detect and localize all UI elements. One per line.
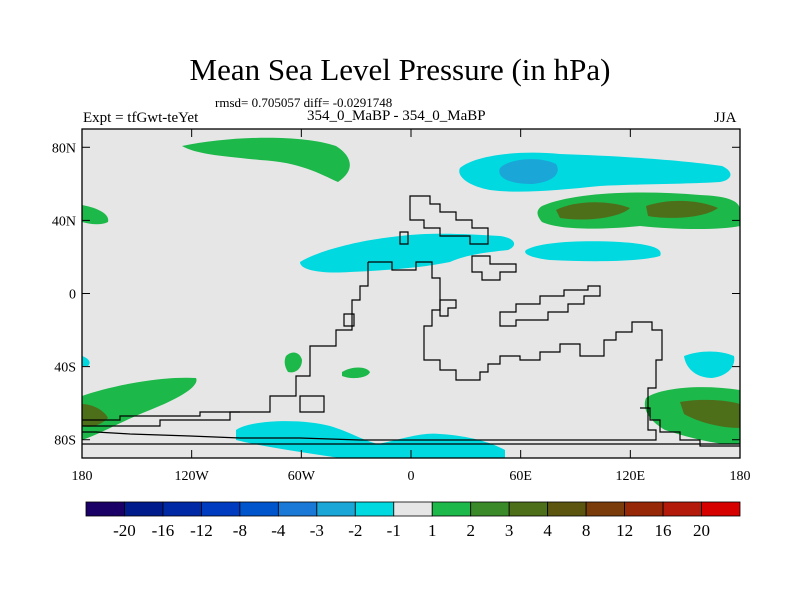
anomaly-region-cyan bbox=[684, 351, 735, 378]
colorbar-label: -12 bbox=[190, 521, 213, 540]
anomaly-core-blue bbox=[499, 159, 558, 184]
colorbar-swatch bbox=[624, 501, 664, 517]
colorbar-label: 4 bbox=[543, 521, 552, 540]
anomaly-core-dark-green bbox=[556, 202, 630, 220]
map-title: Mean Sea Level Pressure (in hPa) bbox=[189, 52, 611, 87]
colorbar-swatch bbox=[470, 501, 510, 517]
coastline bbox=[82, 262, 369, 427]
colorbar-swatch bbox=[701, 501, 741, 517]
colorbar-label: 1 bbox=[428, 521, 437, 540]
season-label: JJA bbox=[714, 110, 737, 126]
coastline bbox=[439, 299, 457, 317]
lat-tick-label: 80S bbox=[54, 434, 76, 449]
coastline bbox=[499, 285, 601, 327]
comparison-label: 354_0_MaBP - 354_0_MaBP bbox=[307, 108, 486, 124]
lon-tick-label: 120W bbox=[175, 469, 210, 484]
lon-tick-label: 60E bbox=[509, 469, 532, 484]
latitude-axis: 80N 40N 0 40S 80S bbox=[52, 141, 740, 449]
lon-tick-label: 120E bbox=[616, 469, 646, 484]
colorbar-label: -2 bbox=[348, 521, 362, 540]
lat-tick-label: 40N bbox=[52, 214, 76, 229]
anomaly-core-dark-green bbox=[680, 399, 740, 428]
colorbar-label: 3 bbox=[505, 521, 514, 540]
colorbar-label: 2 bbox=[466, 521, 475, 540]
experiment-label: Expt = tfGwt-teYet bbox=[83, 110, 199, 126]
colorbar-label: -4 bbox=[271, 521, 286, 540]
coastline bbox=[409, 195, 489, 245]
colorbar-swatch bbox=[354, 501, 395, 517]
colorbar-swatch bbox=[393, 501, 433, 517]
lat-tick-label: 80N bbox=[52, 141, 76, 156]
colorbar: -20 -16 -12 -8 -4 -3 -2 -1 1 2 3 4 8 12 16 20 bbox=[85, 501, 741, 540]
anomaly-region-green bbox=[82, 377, 197, 440]
lon-tick-label: 60W bbox=[288, 469, 316, 484]
anomaly-region-green bbox=[82, 205, 109, 225]
stats-text: rmsd= 0.705057 diff= -0.0291748 bbox=[215, 95, 393, 110]
colorbar-label: 12 bbox=[616, 521, 633, 540]
anomaly-region-cyan bbox=[82, 356, 90, 366]
colorbar-label: 8 bbox=[582, 521, 591, 540]
anomaly-core-dark-green bbox=[82, 404, 108, 427]
coastline bbox=[299, 395, 325, 413]
colorbar-label: -8 bbox=[233, 521, 247, 540]
lon-tick-label: 0 bbox=[408, 469, 415, 484]
coastline bbox=[640, 407, 740, 447]
coastline bbox=[343, 313, 355, 327]
pressure-anomaly-field bbox=[82, 137, 740, 458]
colorbar-swatch bbox=[585, 501, 625, 517]
coastline bbox=[82, 411, 240, 421]
colorbar-label: 16 bbox=[655, 521, 672, 540]
colorbar-swatch bbox=[431, 501, 472, 517]
coastline bbox=[471, 255, 517, 281]
colorbar-swatch bbox=[277, 501, 318, 517]
lon-tick-label: 180 bbox=[72, 469, 93, 484]
anomaly-region-green bbox=[182, 137, 350, 182]
colorbar-label: -20 bbox=[113, 521, 136, 540]
anomaly-region-green bbox=[284, 352, 302, 373]
colorbar-swatch bbox=[662, 501, 702, 517]
continent-outlines bbox=[82, 195, 740, 447]
colorbar-label: -3 bbox=[310, 521, 324, 540]
lat-tick-label: 0 bbox=[69, 288, 76, 303]
anomaly-core-dark-green bbox=[646, 200, 718, 218]
colorbar-swatch bbox=[201, 501, 241, 517]
lon-tick-label: 180 bbox=[730, 469, 751, 484]
colorbar-swatch bbox=[124, 501, 164, 517]
anomaly-region-cyan bbox=[300, 233, 515, 273]
anomaly-region-cyan bbox=[236, 421, 505, 458]
colorbar-label: 20 bbox=[693, 521, 710, 540]
colorbar-swatch bbox=[316, 501, 356, 517]
colorbar-swatch bbox=[508, 501, 549, 517]
coastline bbox=[82, 261, 663, 441]
longitude-axis: 180 120W 60W 0 60E 120E 180 bbox=[72, 129, 751, 484]
lat-tick-label: 40S bbox=[54, 361, 76, 376]
coastline bbox=[399, 231, 409, 245]
colorbar-swatch bbox=[547, 501, 587, 517]
colorbar-label: -16 bbox=[152, 521, 175, 540]
colorbar-label: -1 bbox=[387, 521, 401, 540]
colorbar-swatch bbox=[85, 501, 125, 517]
colorbar-swatch bbox=[239, 501, 279, 517]
anomaly-region-green bbox=[342, 367, 370, 379]
colorbar-swatch bbox=[162, 501, 202, 517]
anomaly-region-cyan bbox=[525, 241, 661, 262]
